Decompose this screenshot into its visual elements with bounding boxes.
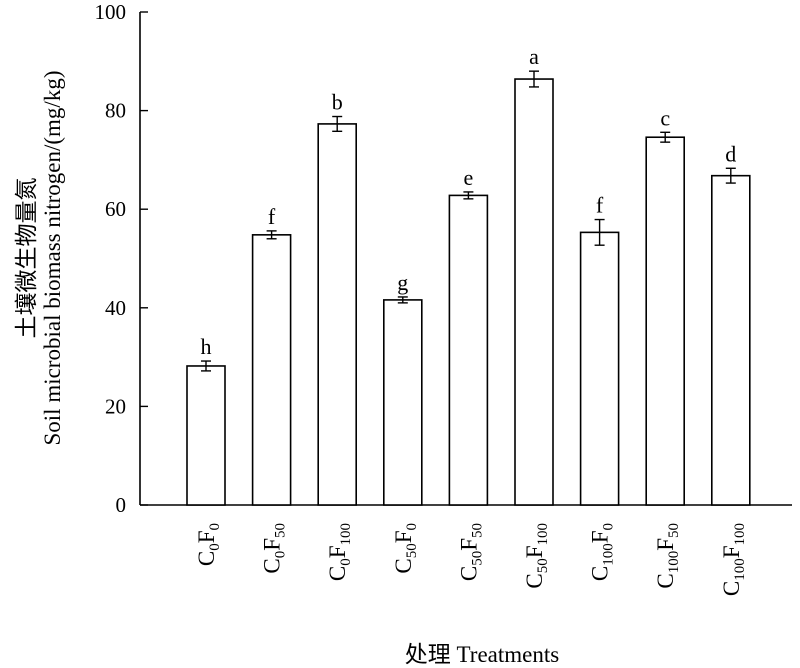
cat-c-letter: C — [653, 573, 678, 588]
bar — [251, 234, 292, 506]
bar — [710, 174, 751, 506]
svg-text:C100F50: C100F50 — [653, 523, 682, 589]
bar — [645, 136, 686, 506]
bar — [317, 123, 358, 506]
significance-letter: c — [660, 105, 670, 130]
significance-letter: f — [596, 193, 604, 218]
x-category-label: C100F0 — [588, 523, 617, 581]
cat-c-sub: 50 — [404, 543, 420, 558]
cat-f-sub: 0 — [404, 523, 420, 531]
significance-letter: g — [397, 270, 408, 295]
cat-c-sub: 50 — [535, 558, 551, 573]
significance-letter: a — [529, 44, 539, 69]
cat-c-letter: C — [260, 558, 285, 573]
cat-c-sub: 100 — [666, 551, 682, 574]
cat-c-letter: C — [194, 551, 219, 566]
cat-f-letter: F — [194, 531, 219, 544]
significance-letter: f — [268, 204, 276, 229]
cat-f-sub: 100 — [338, 523, 354, 546]
svg-text:C0F100: C0F100 — [325, 523, 354, 581]
svg-text:C50F0: C50F0 — [391, 523, 420, 574]
x-category-label: C100F50 — [653, 523, 682, 589]
x-category-label: C50F100 — [522, 523, 551, 589]
cat-c-letter: C — [719, 581, 744, 596]
cat-f-sub: 100 — [535, 523, 551, 546]
cat-f-letter: F — [456, 538, 481, 551]
cat-f-sub: 50 — [666, 523, 682, 538]
bar — [448, 194, 489, 506]
y-tick-label: 60 — [105, 197, 126, 221]
cat-c-sub: 100 — [601, 543, 617, 566]
x-category-label: C50F50 — [456, 523, 485, 581]
significance-letter: b — [332, 90, 343, 115]
bar — [514, 78, 554, 506]
cat-f-sub: 0 — [207, 523, 223, 531]
cat-c-letter: C — [456, 566, 481, 581]
cat-c-letter: C — [391, 558, 416, 573]
y-tick-label: 100 — [95, 0, 127, 24]
bars — [186, 70, 751, 506]
error-bar — [660, 131, 671, 143]
cat-c-sub: 0 — [338, 558, 354, 566]
error-bar — [463, 191, 474, 200]
svg-text:C50F50: C50F50 — [456, 523, 485, 581]
x-category-label: C50F0 — [391, 523, 420, 574]
cat-c-letter: C — [588, 566, 613, 581]
x-category-labels: C0F0C0F50C0F100C50F0C50F50C50F100C100F0C… — [194, 523, 748, 596]
bar — [382, 299, 423, 506]
x-category-label: C0F0 — [194, 523, 223, 566]
cat-f-letter: F — [325, 546, 350, 559]
significance-letter: d — [725, 141, 736, 166]
error-bar — [594, 218, 605, 246]
x-category-label: C0F100 — [325, 523, 354, 581]
axes: 0 20 40 60 80 100 — [95, 0, 792, 517]
cat-c-sub: 0 — [273, 551, 289, 559]
error-bar — [332, 115, 343, 133]
cat-f-letter: F — [391, 531, 416, 544]
error-bar — [201, 360, 211, 372]
bar — [186, 365, 226, 506]
cat-f-letter: F — [522, 546, 547, 559]
y-axis-title-cn: 土壤微生物量氮 — [14, 178, 39, 339]
cat-c-sub: 0 — [207, 543, 223, 551]
bar — [579, 231, 620, 506]
x-category-label: C0F50 — [260, 523, 289, 574]
cat-f-letter: F — [653, 538, 678, 551]
cat-c-sub: 50 — [469, 551, 485, 566]
svg-text:C0F0: C0F0 — [194, 523, 223, 566]
y-axis-title: 土壤微生物量氮 Soil microbial biomass nitrogen/… — [14, 71, 65, 446]
cat-f-letter: F — [260, 538, 285, 551]
y-tick-label: 20 — [105, 394, 126, 418]
error-bar — [397, 296, 408, 304]
cat-f-sub: 100 — [732, 523, 748, 546]
cat-f-sub: 50 — [469, 523, 485, 538]
cat-f-letter: F — [719, 546, 744, 559]
significance-letter: h — [201, 334, 212, 359]
svg-text:C0F50: C0F50 — [260, 523, 289, 574]
y-tick-label: 0 — [116, 493, 127, 517]
svg-text:C100F0: C100F0 — [588, 523, 617, 581]
cat-c-letter: C — [325, 566, 350, 581]
y-tick-label: 40 — [105, 296, 126, 320]
significance-letter: e — [464, 165, 474, 190]
cat-c-sub: 100 — [732, 558, 748, 581]
error-bar — [725, 167, 736, 184]
x-category-label: C100F100 — [719, 523, 748, 596]
y-tick-label: 80 — [105, 99, 126, 123]
cat-f-letter: F — [588, 531, 613, 544]
svg-text:C50F100: C50F100 — [522, 523, 551, 589]
y-axis-title-en: Soil microbial biomass nitrogen/(mg/kg) — [40, 71, 65, 446]
svg-text:C100F100: C100F100 — [719, 523, 748, 596]
cat-f-sub: 0 — [601, 523, 617, 531]
significance-letters: h f b g e a f c d — [201, 44, 737, 359]
error-bar — [266, 230, 277, 240]
x-axis-title: 处理 Treatments — [405, 642, 559, 667]
cat-c-letter: C — [522, 573, 547, 588]
cat-f-sub: 50 — [273, 523, 289, 538]
error-bar — [529, 70, 539, 88]
